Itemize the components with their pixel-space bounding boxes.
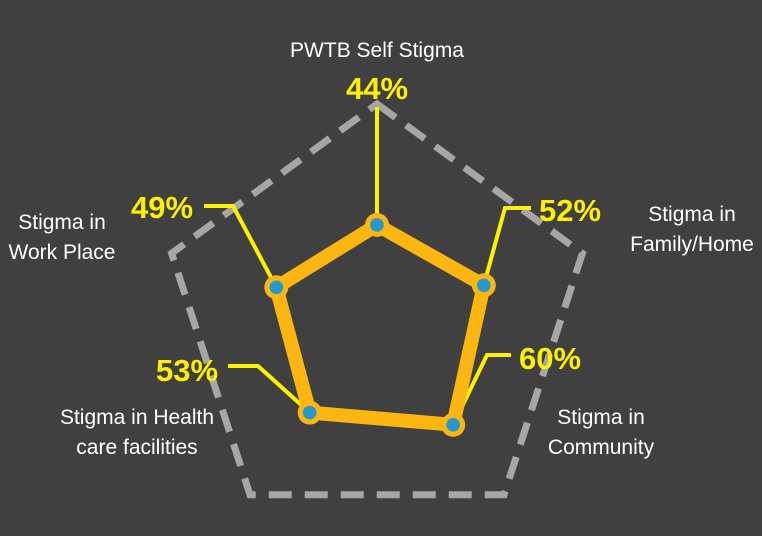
value-label-work-place: 49% bbox=[130, 190, 194, 225]
axis-label-work-place: Stigma in Work Place bbox=[8, 211, 116, 264]
vertex-marker-dot bbox=[477, 278, 491, 293]
value-label-community: 60% bbox=[518, 341, 582, 376]
vertex-marker-dot bbox=[370, 218, 384, 232]
value-label-family-home: 52% bbox=[538, 193, 602, 228]
callout-line bbox=[228, 364, 312, 415]
axis-label-family-home: Stigma in Family/Home bbox=[630, 203, 754, 256]
grid-pentagon bbox=[167, 99, 587, 499]
data-polygon bbox=[268, 216, 492, 433]
callout-line bbox=[481, 206, 531, 286]
vertex-marker-dot bbox=[446, 418, 460, 432]
value-label-self-stigma: 44% bbox=[345, 71, 409, 106]
vertex-marker-dot bbox=[269, 280, 284, 295]
axis-label-self-stigma: PWTB Self Stigma bbox=[290, 39, 464, 62]
axis-label-health-care: Stigma in Health care facilities bbox=[59, 406, 215, 459]
value-label-health-care: 53% bbox=[155, 353, 219, 388]
axis-label-community: Stigma in Community bbox=[547, 406, 655, 459]
callout-line bbox=[204, 204, 279, 289]
vertex-marker-dot bbox=[302, 405, 317, 420]
